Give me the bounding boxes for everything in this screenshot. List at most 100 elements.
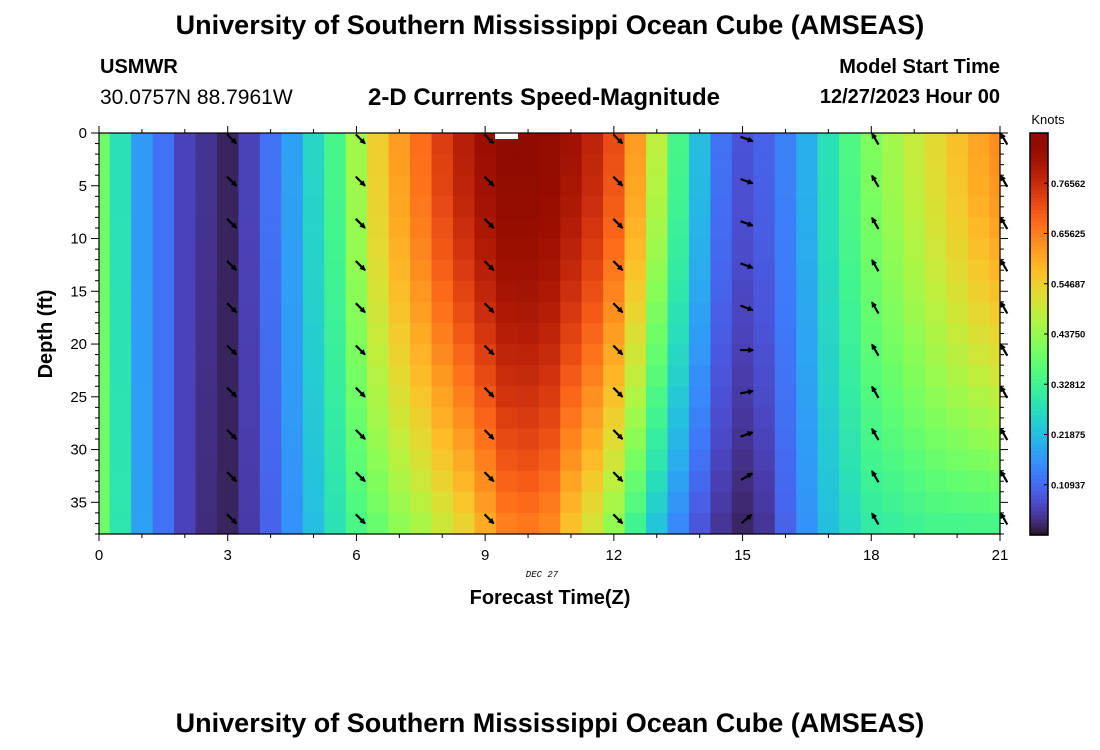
heatmap-cell (538, 407, 561, 430)
heatmap-cell (174, 301, 197, 324)
heatmap-cell (839, 238, 862, 261)
heatmap-cell (474, 365, 497, 387)
heatmap-cell (667, 365, 690, 387)
heatmap-cell (753, 217, 776, 240)
heatmap-cell (753, 238, 776, 261)
heatmap-cell (753, 428, 776, 451)
colorbar-segment (1030, 466, 1048, 472)
heatmap-cell (560, 217, 583, 240)
heatmap-cell (495, 449, 518, 472)
heatmap-cell (195, 133, 218, 155)
current-vector (999, 301, 1009, 315)
x-axis-title: Forecast Time(Z) (470, 587, 631, 609)
heatmap-cell (238, 280, 261, 303)
heatmap-cell (388, 491, 411, 514)
colorbar-segment (1030, 137, 1048, 142)
heatmap-cell (216, 154, 240, 176)
current-vector (999, 512, 1009, 526)
heatmap-cell (731, 238, 754, 261)
heatmap-cell (903, 154, 926, 176)
heatmap-cell (581, 512, 604, 535)
current-vector (999, 216, 1009, 230)
heatmap-cell (259, 322, 282, 345)
heatmap-cell (195, 365, 218, 387)
heatmap-cell (195, 259, 218, 282)
heatmap-cell (946, 259, 969, 282)
heatmap-cell (367, 322, 390, 345)
heatmap-cell (152, 386, 175, 408)
heatmap-cell (538, 512, 561, 535)
heatmap-cell (731, 344, 754, 366)
colorbar-segment (1030, 446, 1048, 452)
heatmap-cell (452, 301, 476, 324)
heatmap-cell (581, 175, 604, 197)
heatmap-cell (495, 280, 518, 303)
heatmap-cell (753, 449, 776, 472)
colorbar-segment (1030, 470, 1048, 476)
heatmap-cell (882, 154, 905, 176)
heatmap-cell (817, 449, 840, 472)
heatmap-cell (517, 344, 540, 366)
colorbar-segment (1030, 434, 1048, 440)
heatmap-cell (581, 491, 604, 514)
heatmap-cell (109, 386, 132, 408)
heatmap-cell (967, 238, 990, 261)
heatmap-cell (710, 449, 733, 472)
heatmap-cell (259, 301, 282, 324)
heatmap-cell (731, 196, 754, 219)
heatmap-cell (495, 175, 518, 197)
heatmap-cell (624, 175, 647, 197)
heatmap-cell (731, 428, 754, 451)
heatmap-cell (452, 365, 476, 387)
heatmap-cell (131, 470, 154, 493)
colorbar-segment (1030, 209, 1048, 214)
heatmap-cell (495, 238, 518, 261)
heatmap-cell (924, 449, 947, 472)
heatmap-cell (817, 280, 840, 303)
heatmap-cell (667, 217, 690, 240)
colorbar-segment (1030, 522, 1048, 528)
heatmap-cell (495, 344, 518, 366)
heatmap-cell (967, 301, 990, 324)
heatmap-cell (882, 196, 905, 219)
heatmap-cell (109, 175, 132, 197)
heatmap-cell (924, 365, 947, 387)
heatmap-cell (731, 133, 754, 155)
heatmap-cell (581, 428, 604, 451)
heatmap-cell (367, 301, 390, 324)
current-vector (355, 513, 366, 525)
x-tick-label: 21 (992, 547, 1009, 564)
heatmap-cell (281, 491, 304, 514)
heatmap-cell (538, 175, 561, 197)
colorbar-segment (1030, 506, 1048, 512)
heatmap-cell (924, 196, 947, 219)
heatmap-cell (431, 322, 454, 345)
heatmap-cell (174, 512, 197, 535)
heatmap-cell (410, 133, 433, 155)
heatmap-cell (774, 217, 797, 240)
heatmap-cell (860, 238, 883, 261)
heatmap-cell (860, 365, 883, 387)
heatmap-cell (967, 512, 990, 535)
heatmap-cell (152, 449, 175, 472)
current-vector (483, 218, 495, 229)
heatmap-cell (774, 322, 797, 345)
heatmap-cell (667, 133, 690, 155)
heatmap-cell (109, 512, 132, 535)
heatmap-cell (302, 470, 325, 493)
heatmap-cell (688, 470, 711, 493)
current-vector (999, 427, 1009, 441)
y-tick-label: 25 (70, 389, 87, 406)
heatmap-cell (967, 322, 990, 345)
heatmap-cell (817, 154, 840, 176)
colorbar-segment (1030, 149, 1048, 154)
heatmap-cell (259, 407, 282, 430)
heatmap-cell (753, 196, 776, 219)
heatmap-cell (259, 217, 282, 240)
heatmap-cell (817, 322, 840, 345)
heatmap-cell (302, 322, 325, 345)
heatmap-cell (367, 133, 390, 155)
heatmap-cell (839, 344, 862, 366)
heatmap-cell (989, 491, 1001, 514)
heatmap-cell (195, 407, 218, 430)
